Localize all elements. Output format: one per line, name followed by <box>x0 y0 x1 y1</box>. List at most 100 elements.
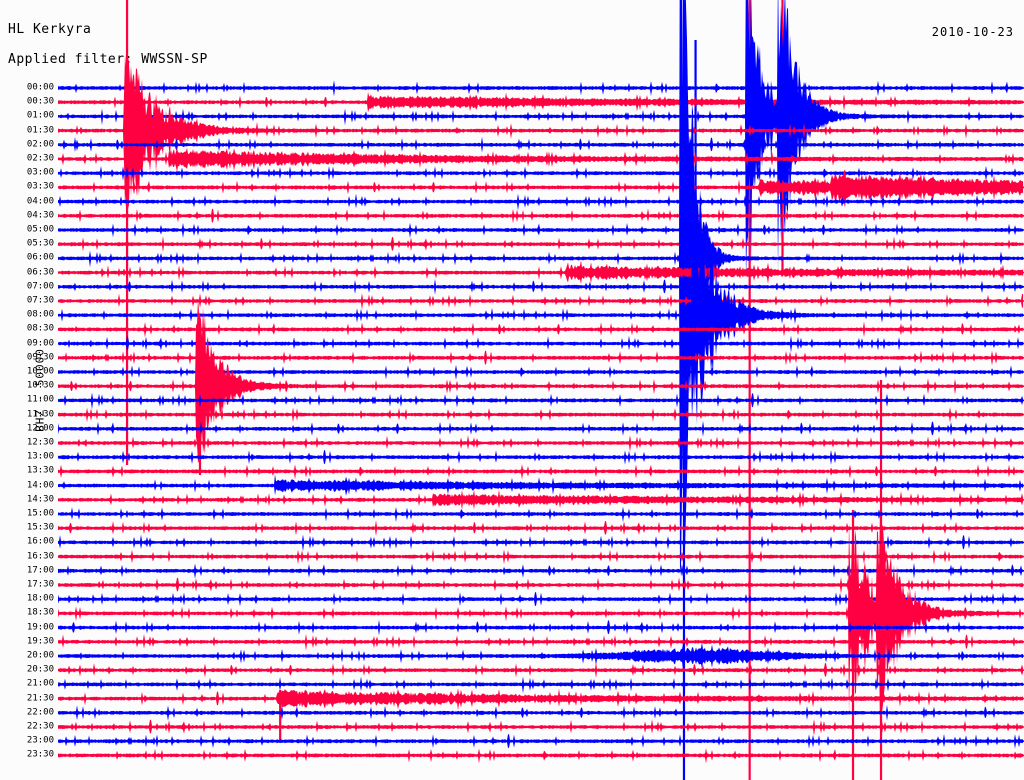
trace-1230 <box>58 435 1024 452</box>
trace-fill <box>58 0 1023 281</box>
trace-0030 <box>58 92 1024 113</box>
trace-0300 <box>58 165 1024 182</box>
time-tick-0430: 04:30 <box>26 210 54 221</box>
trace-fill <box>58 169 1023 208</box>
trace-0530 <box>58 236 1024 252</box>
time-tick-0730: 07:30 <box>26 295 54 306</box>
clipline-2130-red <box>279 690 282 740</box>
time-tick-2130: 21:30 <box>26 693 54 704</box>
trace-0000 <box>58 80 1024 97</box>
time-tick-2330: 23:30 <box>26 749 54 760</box>
trace-0730 <box>58 293 1024 310</box>
trace-0430 <box>58 208 1024 224</box>
time-tick-0300: 03:00 <box>26 167 54 178</box>
time-tick-1600: 16:00 <box>26 536 54 547</box>
time-tick-0500: 05:00 <box>26 224 54 235</box>
trace-2300 <box>58 733 1024 749</box>
trace-1530 <box>58 520 1024 536</box>
trace-0600 <box>58 0 1024 576</box>
trace-2230 <box>58 719 1024 736</box>
trace-0900 <box>58 335 1024 353</box>
trace-1630 <box>58 549 1024 565</box>
time-tick-0630: 06:30 <box>26 267 54 278</box>
trace-2130 <box>58 688 1024 711</box>
time-tick-1330: 13:30 <box>26 465 54 476</box>
trace-0230 <box>58 146 1024 173</box>
time-tick-1300: 13:00 <box>26 451 54 462</box>
time-tick-0800: 08:00 <box>26 309 54 320</box>
time-tick-1430: 14:30 <box>26 494 54 505</box>
time-tick-1230: 12:30 <box>26 437 54 448</box>
time-tick-2100: 21:00 <box>26 678 54 689</box>
time-tick-1400: 14:00 <box>26 480 54 491</box>
trace-1200 <box>58 420 1024 437</box>
trace-1330 <box>58 464 1024 480</box>
time-tick-0400: 04:00 <box>26 196 54 207</box>
clipline-0100-red <box>748 0 751 780</box>
time-tick-0930: 09:30 <box>26 352 54 363</box>
trace-1830 <box>58 512 1024 728</box>
trace-0100 <box>58 0 1024 281</box>
trace-0700 <box>58 278 1024 295</box>
time-tick-2030: 20:30 <box>26 664 54 675</box>
time-tick-1100: 11:00 <box>26 394 54 405</box>
time-tick-0230: 02:30 <box>26 153 54 164</box>
time-tick-0030: 00:30 <box>26 96 54 107</box>
trace-2030 <box>58 662 1024 678</box>
trace-fill <box>58 297 1023 467</box>
time-tick-0600: 06:00 <box>26 252 54 263</box>
trace-0500 <box>58 222 1024 239</box>
time-axis-tick-labels: 00:00 00:30 01:00 01:30 02:00 02:30 03:00 03:30… <box>0 0 58 780</box>
time-tick-0130: 01:30 <box>26 125 54 136</box>
record-date: 2010-10-23 <box>931 25 1014 39</box>
time-tick-2230: 22:30 <box>26 721 54 732</box>
trace-1900 <box>58 619 1024 636</box>
trace-1430 <box>58 489 1024 511</box>
trace-1600 <box>58 534 1024 552</box>
time-tick-0100: 01:00 <box>26 110 54 121</box>
trace-2200 <box>58 704 1024 721</box>
trace-1930 <box>58 634 1024 651</box>
trace-0930 <box>58 350 1024 366</box>
time-tick-1900: 19:00 <box>26 622 54 633</box>
time-tick-1030: 10:30 <box>26 380 54 391</box>
trace-1700 <box>58 562 1024 579</box>
trace-0630 <box>58 260 1024 284</box>
clipline-0130-red <box>125 0 129 465</box>
trace-0330 <box>58 169 1024 208</box>
time-tick-1830: 18:30 <box>26 607 54 618</box>
trace-1030 <box>58 297 1024 467</box>
time-tick-1200: 12:00 <box>26 423 54 434</box>
trace-1500 <box>58 506 1024 523</box>
time-tick-2000: 20:00 <box>26 650 54 661</box>
trace-1400 <box>58 474 1024 496</box>
time-tick-0330: 03:30 <box>26 181 54 192</box>
time-tick-1530: 15:30 <box>26 522 54 533</box>
trace-2330 <box>58 748 1024 764</box>
time-tick-0530: 05:30 <box>26 238 54 249</box>
trace-fill <box>58 512 1023 728</box>
time-tick-2200: 22:00 <box>26 707 54 718</box>
time-tick-0700: 07:00 <box>26 281 54 292</box>
time-tick-2300: 23:00 <box>26 735 54 746</box>
trace-0130 <box>58 49 1024 221</box>
applied-filter-label: Applied filter: WWSSN-SP <box>8 52 208 67</box>
trace-2000 <box>58 642 1024 670</box>
trace-0830 <box>58 321 1024 338</box>
trace-0800 <box>58 194 1024 425</box>
time-tick-1800: 18:00 <box>26 593 54 604</box>
station-name: HL Kerkyra <box>8 22 92 37</box>
trace-0200 <box>58 136 1024 153</box>
trace-1100 <box>58 392 1024 410</box>
time-tick-1500: 15:00 <box>26 508 54 519</box>
time-tick-0900: 09:00 <box>26 338 54 349</box>
time-tick-0830: 08:30 <box>26 323 54 334</box>
time-tick-1000: 10:00 <box>26 366 54 377</box>
time-tick-1700: 17:00 <box>26 565 54 576</box>
trace-1300 <box>58 449 1024 465</box>
time-tick-0200: 02:00 <box>26 139 54 150</box>
trace-1130 <box>58 407 1024 423</box>
time-tick-1130: 11:30 <box>26 409 54 420</box>
trace-canvas <box>58 0 1024 780</box>
